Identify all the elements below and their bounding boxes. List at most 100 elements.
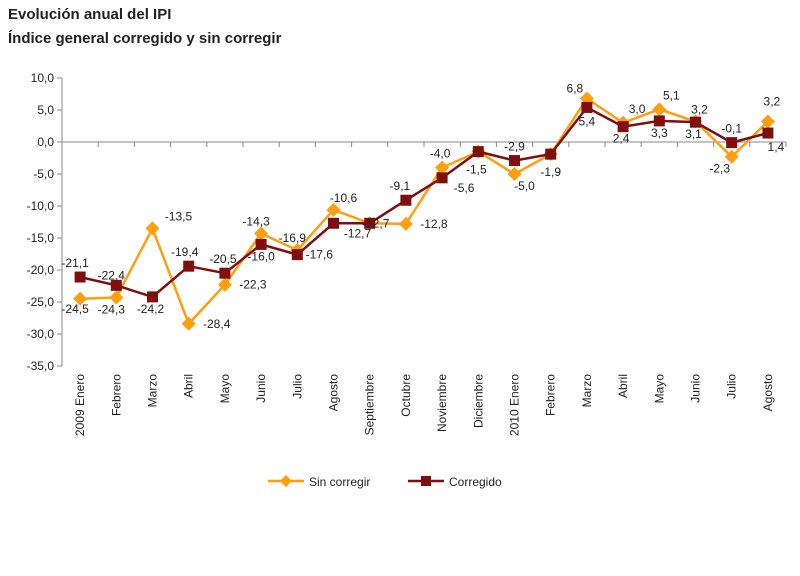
data-label: -21,1 <box>61 256 89 270</box>
data-point-diamond <box>724 149 739 164</box>
y-tick-label: -15,0 <box>27 231 55 245</box>
data-point-diamond <box>181 316 196 331</box>
x-tick-label: Noviembre <box>435 374 449 432</box>
data-point-diamond <box>145 221 160 236</box>
series-line-sin-corregir <box>80 96 769 327</box>
data-point-diamond <box>326 202 341 217</box>
y-tick-label: -25,0 <box>27 295 55 309</box>
x-tick-label: Julio <box>725 374 739 399</box>
data-point-square <box>436 172 448 184</box>
data-point-square <box>147 291 158 303</box>
data-label: -17,6 <box>306 248 334 262</box>
legend-square-icon <box>421 476 431 486</box>
data-point-square <box>183 260 195 272</box>
data-point-diamond <box>652 102 667 117</box>
data-point-diamond <box>398 216 413 231</box>
data-point-square <box>74 271 86 283</box>
data-label: -0,1 <box>721 122 742 136</box>
y-tick-label: -20,0 <box>27 263 55 277</box>
data-label: 3,1 <box>685 127 702 141</box>
y-tick-label: -35,0 <box>27 359 55 373</box>
data-point-square <box>364 217 376 229</box>
data-label: -2,9 <box>504 140 525 154</box>
data-label: -9,1 <box>390 179 411 193</box>
data-label: -16,0 <box>247 249 275 263</box>
data-point-square <box>545 148 557 160</box>
x-tick-label: Julio <box>290 374 304 399</box>
data-label: -22,3 <box>239 278 267 292</box>
data-point-square <box>219 267 231 279</box>
x-tick-label: Marzo <box>580 374 594 408</box>
data-point-square <box>690 116 701 128</box>
y-tick-label: -5,0 <box>33 167 54 181</box>
y-tick-label: 5,0 <box>37 103 54 117</box>
data-label: -14,3 <box>242 215 270 229</box>
data-point-square <box>581 101 593 113</box>
x-tick-label: Agosto <box>761 374 775 412</box>
data-point-square <box>400 194 412 206</box>
x-tick-label: Mayo <box>652 374 666 404</box>
x-tick-label: Septiembre <box>363 374 377 436</box>
data-point-square <box>726 137 738 149</box>
data-point-square <box>617 121 629 133</box>
data-label: 3,0 <box>629 102 646 116</box>
chart-title: Evolución anual del IPI <box>8 6 172 23</box>
data-label: -1,9 <box>540 165 561 179</box>
data-label: -12,8 <box>420 217 448 231</box>
legend-label: Sin corregir <box>309 475 370 489</box>
data-label: -4,0 <box>430 147 451 161</box>
data-label: -1,5 <box>466 163 487 177</box>
data-point-square <box>291 249 303 261</box>
data-label: -12,7 <box>362 216 390 230</box>
data-label: -5,0 <box>514 179 535 193</box>
data-label: -20,5 <box>209 252 237 266</box>
data-label: -28,4 <box>203 317 231 331</box>
x-tick-label: 2009 Enero <box>73 374 87 436</box>
data-point-square <box>255 238 267 250</box>
chart-subtitle: Índice general corregido y sin corregir <box>8 30 282 47</box>
x-tick-label: Octubre <box>399 374 413 417</box>
data-label: 3,3 <box>651 126 668 140</box>
data-label: -5,6 <box>454 181 475 195</box>
data-label: -24,5 <box>61 302 89 316</box>
data-point-diamond <box>217 277 232 292</box>
data-label: -24,2 <box>137 302 165 316</box>
data-point-diamond <box>435 160 450 175</box>
data-label: 3,2 <box>764 95 781 109</box>
data-point-square <box>472 146 484 158</box>
data-point-square <box>653 115 665 127</box>
data-point-diamond <box>760 114 775 129</box>
y-tick-label: 10,0 <box>31 71 55 85</box>
data-label: -16,9 <box>279 231 307 245</box>
x-tick-label: Abril <box>616 374 630 398</box>
x-tick-label: Junio <box>254 374 268 403</box>
y-tick-label: -30,0 <box>27 327 55 341</box>
data-label: 6,8 <box>567 81 584 95</box>
x-tick-label: Agosto <box>327 374 341 412</box>
x-tick-label: Mayo <box>218 374 232 404</box>
data-label: -24,3 <box>98 303 126 317</box>
data-label: 1,4 <box>768 140 785 154</box>
data-point-diamond <box>73 291 88 306</box>
data-point-square <box>110 279 122 291</box>
data-label: -19,4 <box>171 245 199 259</box>
data-label: 5,1 <box>663 88 680 102</box>
x-tick-label: Diciembre <box>471 374 485 428</box>
y-tick-label: -10,0 <box>27 199 55 213</box>
data-label: -22,4 <box>98 268 126 282</box>
x-tick-label: Junio <box>689 374 703 403</box>
legend-label: Corregido <box>449 475 502 489</box>
series-line-corregido <box>79 105 769 299</box>
legend-diamond-icon <box>280 475 292 487</box>
data-point-square <box>762 127 774 139</box>
x-tick-label: Marzo <box>146 374 160 408</box>
data-label: -12,7 <box>344 226 372 240</box>
x-tick-label: Febrero <box>109 374 123 416</box>
data-label: 5,4 <box>579 114 596 128</box>
data-label: -13,5 <box>165 209 193 223</box>
data-label: -2,3 <box>709 162 730 176</box>
data-point-square <box>509 155 520 167</box>
data-point-diamond <box>254 226 269 241</box>
x-tick-label: 2010 Enero <box>508 374 522 436</box>
